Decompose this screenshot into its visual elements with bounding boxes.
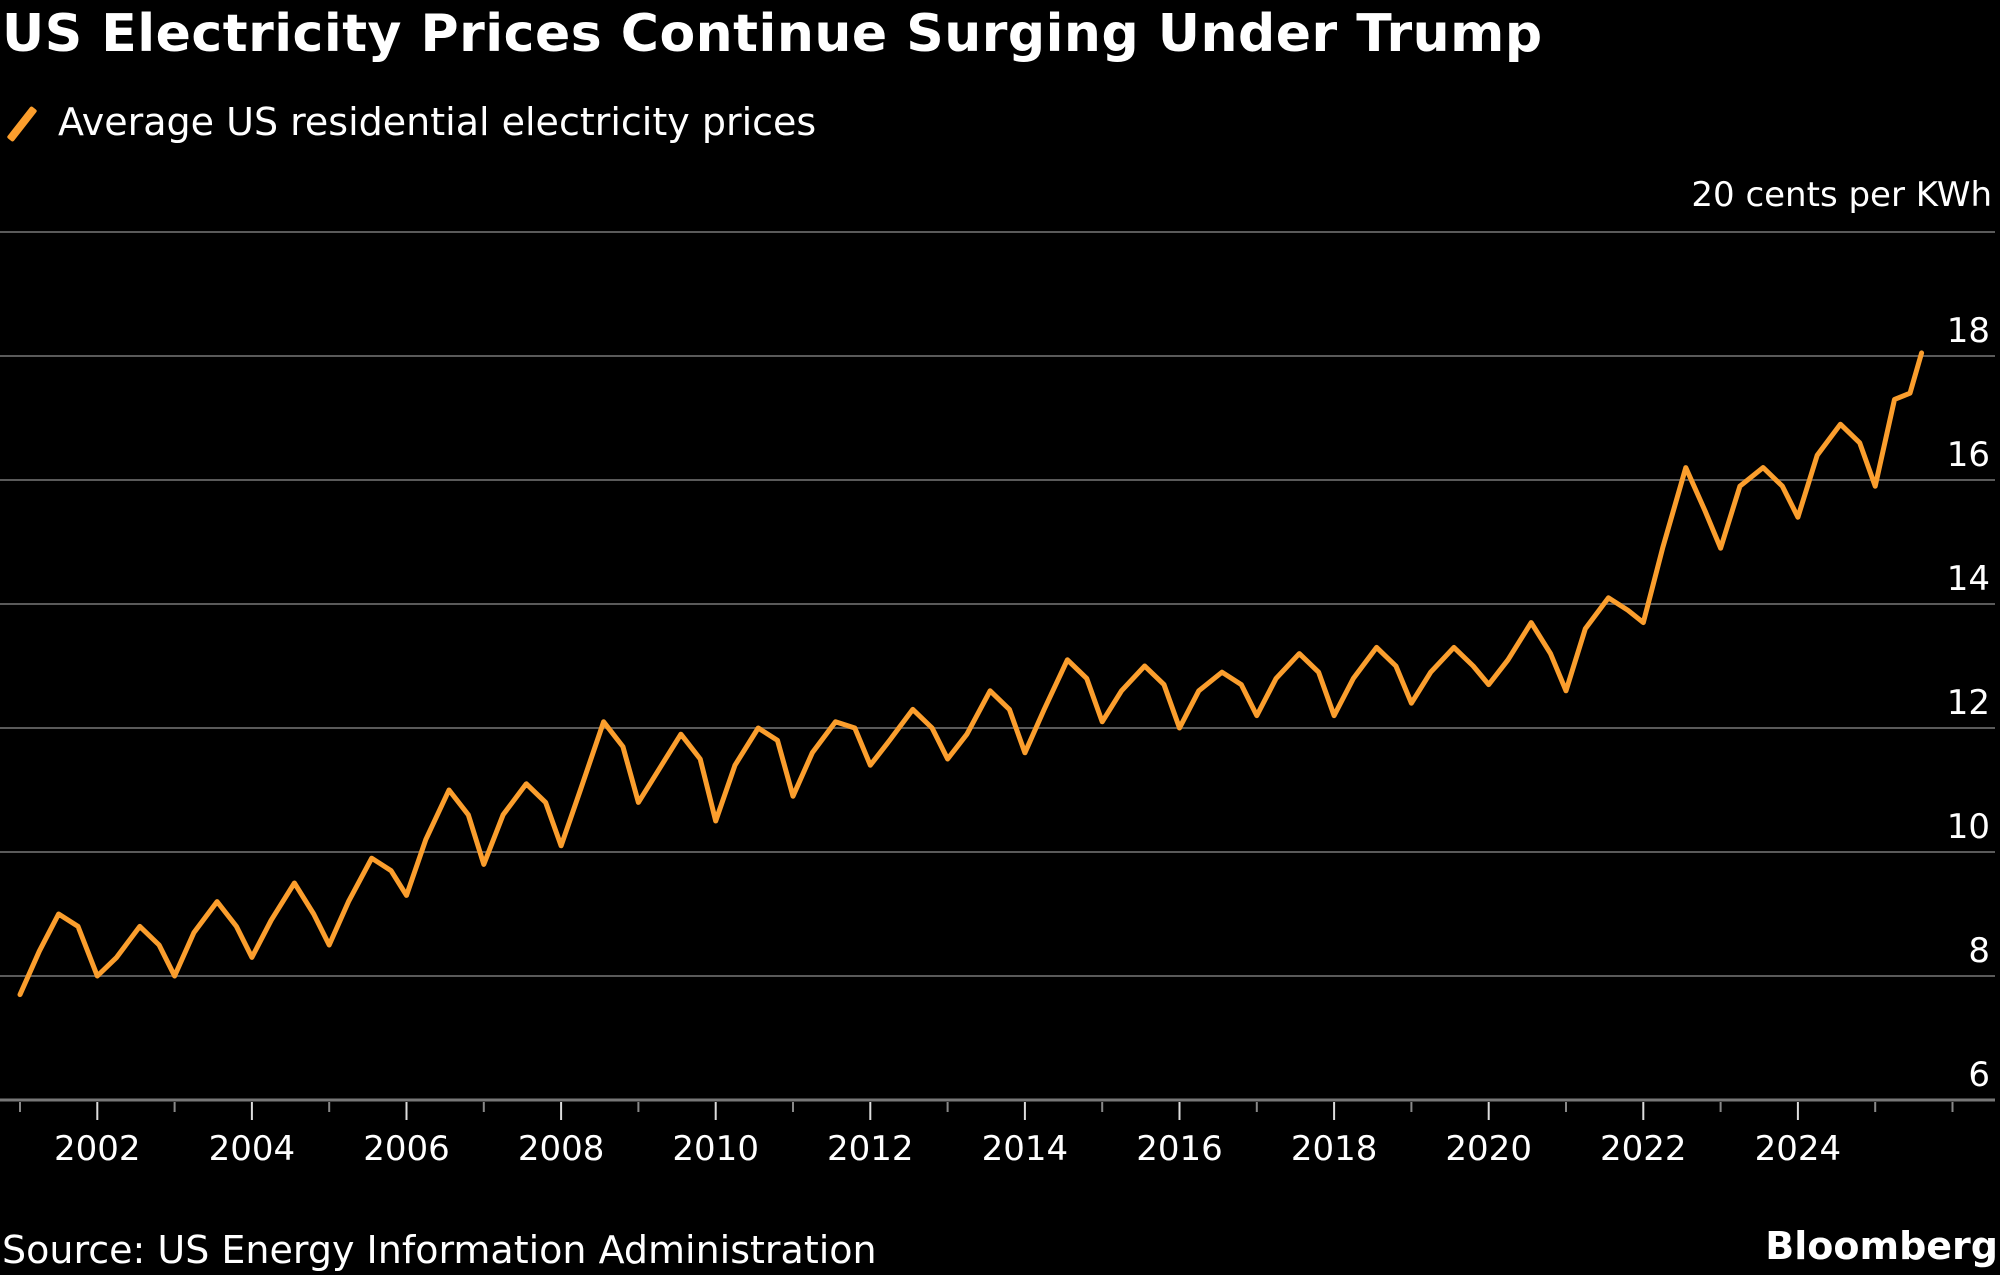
legend-label: Average US residential electricity price… [58,100,817,144]
x-tick-label-2024: 2024 [1755,1129,1842,1169]
x-tick-label-2006: 2006 [363,1129,450,1169]
chart-title: US Electricity Prices Continue Surging U… [2,4,1543,64]
y-tick-label-10: 10 [1947,807,1990,847]
legend: Average US residential electricity price… [2,100,816,144]
x-tick-label-2022: 2022 [1600,1129,1687,1169]
source-note: Source: US Energy Information Administra… [2,1228,877,1272]
bloomberg-logo: Bloomberg [1765,1224,1998,1268]
y-tick-label-14: 14 [1947,559,1990,599]
y-axis-unit-label: 20 cents per KWh [1691,175,1992,215]
gridlines [0,231,1995,1102]
series-line-0 [17,350,1925,998]
series-layer [17,350,1925,998]
y-tick-label-18: 18 [1947,311,1990,351]
y-tick-label-12: 12 [1947,683,1990,723]
x-tick-label-2014: 2014 [982,1129,1069,1169]
y-axis-ticks: 6 8 10 12 14 16 18 [1947,311,1990,1095]
x-tick-label-2004: 2004 [209,1129,296,1169]
x-tick-label-2010: 2010 [672,1129,759,1169]
y-tick-label-8: 8 [1968,931,1990,971]
x-tick-label-2002: 2002 [54,1129,141,1169]
x-tick-label-2008: 2008 [518,1129,605,1169]
x-tick-label-2018: 2018 [1291,1129,1378,1169]
x-tick-label-2016: 2016 [1136,1129,1223,1169]
x-axis: 2002 2004 2006 2008 2010 2012 2014 2016 2018 2020… [19,1102,1954,1169]
y-tick-label-16: 16 [1947,435,1990,475]
y-tick-label-6: 6 [1968,1055,1990,1095]
x-tick-label-2020: 2020 [1445,1129,1532,1169]
x-tick-label-2012: 2012 [827,1129,914,1169]
